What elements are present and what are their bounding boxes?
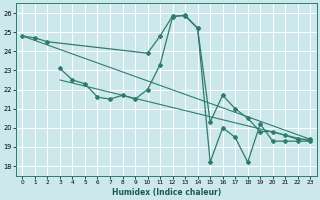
X-axis label: Humidex (Indice chaleur): Humidex (Indice chaleur) bbox=[112, 188, 221, 197]
